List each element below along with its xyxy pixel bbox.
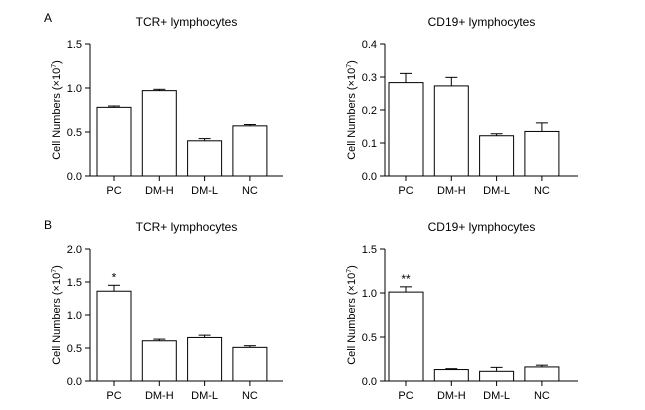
y-tick-label: 1.0 [67, 83, 82, 95]
y-axis-label-main: Cell Numbers (×10 [51, 273, 63, 365]
y-tick-label: 0.5 [67, 127, 82, 139]
x-tick-label: PC [398, 390, 413, 402]
bar-nc [232, 346, 268, 382]
x-tick-label: DM-H [437, 390, 466, 402]
x-tick-label: DM-L [191, 390, 218, 402]
bar-dm-l [187, 336, 223, 382]
bar-pc [96, 290, 132, 382]
y-axis-label: Cell Numbers (×107) [346, 265, 358, 365]
bar-nc [524, 130, 560, 177]
y-axis-label-close: ) [51, 60, 63, 64]
y-axis-label-main: Cell Numbers (×10 [346, 68, 358, 160]
y-axis-label-exponent: 7 [51, 269, 58, 273]
bar-pc [388, 82, 424, 177]
bar-dm-h [141, 340, 177, 382]
x-tick-label: DM-L [483, 390, 510, 402]
bar-dm-l [187, 140, 223, 177]
y-tick-label: 0.0 [67, 171, 82, 183]
y-tick-label: 1.0 [67, 310, 82, 322]
y-tick-label: 0.0 [362, 171, 377, 183]
y-tick-label: 0.5 [362, 332, 377, 344]
chart-a-tcr: TCR+ lymphocytes 0.0 0.5 1.0 1.5 Cell Numbers… [51, 15, 283, 197]
y-axis-label: Cell Numbers (×107) [51, 60, 63, 160]
bar-nc [232, 125, 268, 177]
panel-letter-b: B [44, 218, 52, 232]
chart-title: TCR+ lymphocytes [136, 15, 238, 29]
x-tick-label: DM-H [437, 185, 466, 197]
bar-dm-h [141, 90, 177, 177]
chart-a-cd19: CD19+ lymphocytes 0.0 0.1 0.2 0.3 0.4 Cell Num… [346, 15, 578, 197]
chart-title: TCR+ lymphocytes [136, 220, 238, 234]
bar-nc [524, 366, 560, 382]
y-axis-label-close: ) [51, 265, 63, 269]
y-axis-label-close: ) [346, 265, 358, 269]
x-tick-label: NC [534, 390, 550, 402]
significance-label: * [112, 270, 117, 284]
x-tick-label: PC [398, 185, 413, 197]
significance-label: ** [401, 272, 411, 286]
chart-title: CD19+ lymphocytes [428, 220, 536, 234]
x-tick-label: NC [242, 390, 258, 402]
y-tick-label: 1.0 [362, 288, 377, 300]
y-tick-label: 2.0 [67, 244, 82, 256]
x-tick-label: DM-L [483, 185, 510, 197]
bar-dm-h [433, 85, 469, 177]
y-axis-label: Cell Numbers (×107) [346, 60, 358, 160]
y-axis-label-main: Cell Numbers (×10 [346, 273, 358, 365]
y-tick-label: 0.0 [362, 376, 377, 388]
y-axis-label-exponent: 7 [51, 64, 58, 68]
bar-pc [388, 291, 424, 382]
x-tick-label: DM-H [145, 185, 174, 197]
y-tick-label: 0.0 [67, 376, 82, 388]
x-tick-label: PC [106, 185, 121, 197]
y-axis-label: Cell Numbers (×107) [51, 265, 63, 365]
x-tick-label: PC [106, 390, 121, 402]
y-tick-label: 0.5 [67, 343, 82, 355]
chart-title: CD19+ lymphocytes [428, 15, 536, 29]
x-tick-label: DM-L [191, 185, 218, 197]
y-axis-label-exponent: 7 [346, 269, 353, 273]
y-tick-label: 0.4 [362, 39, 377, 51]
x-tick-label: NC [534, 185, 550, 197]
bar-dm-l [479, 370, 515, 382]
chart-b-tcr: TCR+ lymphocytes 0.0 0.5 1.0 1.5 2.0 Cell Numb… [51, 220, 283, 402]
panel-letter-a: A [44, 11, 52, 25]
y-axis-label-main: Cell Numbers (×10 [51, 68, 63, 160]
bar-pc [96, 106, 132, 177]
bar-dm-h [433, 369, 469, 382]
x-tick-label: NC [242, 185, 258, 197]
y-tick-label: 0.1 [362, 138, 377, 150]
y-tick-label: 1.5 [67, 277, 82, 289]
y-tick-label: 1.5 [362, 244, 377, 256]
chart-b-cd19: CD19+ lymphocytes 0.0 0.5 1.0 1.5 Cell Number… [346, 220, 578, 402]
y-tick-label: 0.2 [362, 105, 377, 117]
y-axis-label-exponent: 7 [346, 64, 353, 68]
y-axis-label-close: ) [346, 60, 358, 64]
bar-dm-l [479, 135, 515, 177]
y-tick-label: 1.5 [67, 39, 82, 51]
x-tick-label: DM-H [145, 390, 174, 402]
y-tick-label: 0.3 [362, 72, 377, 84]
